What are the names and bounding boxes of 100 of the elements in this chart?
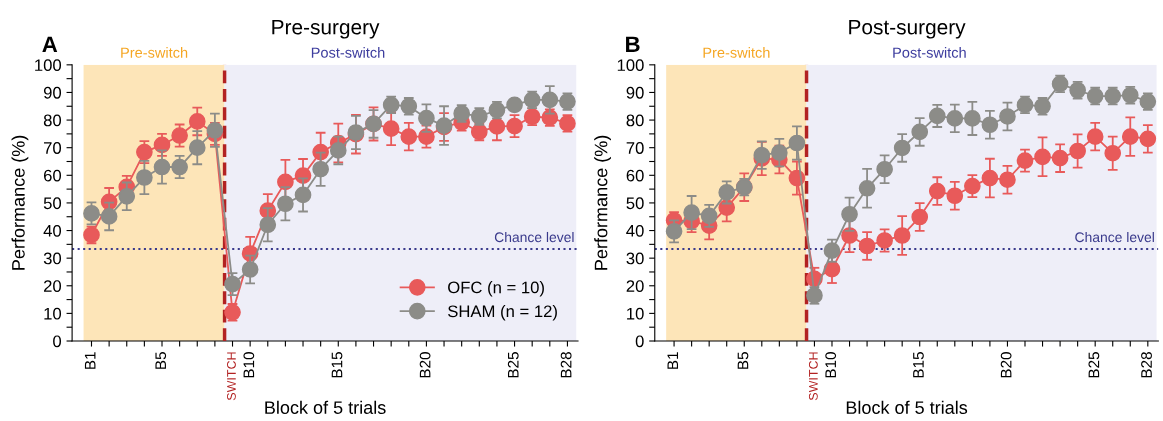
- point: [83, 205, 100, 222]
- x-tick-label: B10: [825, 352, 837, 378]
- point: [876, 160, 893, 178]
- point: [683, 204, 700, 221]
- x-tick-label: B5: [155, 352, 167, 369]
- x-tick-label: B15: [913, 352, 924, 378]
- x-tick-label: B28: [1141, 352, 1152, 378]
- y-tick-label: 10: [44, 307, 62, 320]
- point: [541, 91, 559, 109]
- point: [911, 123, 929, 141]
- point: [718, 199, 736, 216]
- point: [858, 179, 876, 197]
- point: [153, 136, 171, 154]
- point: [312, 160, 329, 178]
- y-tick-label: 80: [626, 114, 644, 127]
- point: [700, 207, 718, 225]
- point: [964, 177, 981, 195]
- y-tick-label: 60: [626, 169, 644, 182]
- point: [893, 227, 911, 244]
- point: [100, 208, 118, 225]
- point: [911, 208, 929, 226]
- x-tick-label: B15: [331, 352, 343, 378]
- point: [1034, 148, 1051, 166]
- x-tick-label: SWITCH: [808, 352, 818, 401]
- y-tick-label: 80: [43, 114, 62, 127]
- y-tick-label: 30: [43, 252, 62, 265]
- point: [188, 113, 206, 130]
- point: [188, 139, 206, 157]
- point: [771, 144, 788, 161]
- x-tick-label: B1: [667, 352, 679, 369]
- legend-label: SHAM (n = 12): [448, 304, 557, 321]
- point: [999, 171, 1016, 189]
- point: [1086, 128, 1104, 145]
- ref-line-label: Chance level: [494, 231, 574, 243]
- x-tick-label: SWITCH: [227, 352, 236, 401]
- point: [999, 108, 1016, 125]
- point: [893, 139, 911, 157]
- point: [946, 110, 964, 127]
- point: [1104, 144, 1122, 162]
- ref-line-label: Chance level: [1075, 231, 1154, 243]
- x-tick-label: B10: [243, 352, 255, 378]
- point: [171, 127, 188, 144]
- point: [1139, 130, 1157, 148]
- point: [665, 223, 683, 240]
- y-tick-label: 50: [43, 197, 62, 210]
- x-axis-title: Block of 5 trials: [265, 400, 386, 414]
- point: [153, 158, 171, 176]
- point: [1121, 128, 1139, 145]
- point: [488, 118, 506, 135]
- x-tick-label: B25: [1088, 352, 1100, 378]
- y-tick-label: 20: [43, 280, 62, 292]
- y-tick-label: 60: [44, 169, 62, 182]
- y-tick-label: 70: [626, 142, 644, 154]
- y-tick-label: 100: [35, 59, 62, 72]
- x-tick-label: B20: [419, 352, 431, 378]
- point: [788, 134, 806, 152]
- point: [400, 128, 418, 145]
- y-axis-title: Performance (%): [594, 135, 611, 270]
- band-label: Post-switch: [893, 47, 966, 58]
- point: [329, 142, 347, 159]
- y-tick-label: 0: [635, 335, 644, 348]
- x-tick-label: B20: [1000, 352, 1012, 378]
- point: [946, 187, 964, 205]
- y-tick-label: 40: [626, 224, 644, 237]
- band-label: Post-switch: [311, 47, 385, 58]
- band-label: Pre-switch: [121, 47, 188, 58]
- point: [964, 110, 981, 127]
- y-tick-label: 70: [44, 142, 62, 154]
- point: [1069, 142, 1086, 160]
- point: [858, 237, 876, 255]
- y-axis-title: Performance (%): [11, 135, 29, 270]
- chart-title: Pre-surgery: [272, 19, 380, 39]
- point: [841, 205, 858, 223]
- y-tick-label: 90: [43, 86, 62, 99]
- x-axis-title: Block of 5 trials: [846, 400, 968, 414]
- point: [294, 186, 312, 204]
- y-tick-label: 10: [627, 307, 644, 320]
- point: [1016, 152, 1034, 170]
- point: [823, 242, 841, 260]
- point: [224, 275, 241, 293]
- point: [136, 169, 153, 186]
- point: [241, 261, 259, 278]
- y-tick-label: 100: [617, 59, 644, 72]
- y-tick-label: 30: [626, 252, 644, 265]
- point: [259, 216, 277, 234]
- x-tick-label: B28: [560, 352, 572, 378]
- point: [876, 232, 893, 249]
- y-tick-label: 20: [626, 280, 644, 292]
- x-tick-label: B1: [84, 352, 96, 369]
- point: [506, 96, 523, 114]
- x-tick-label: B5: [737, 352, 749, 369]
- point: [753, 146, 771, 164]
- legend-label: OFC (n = 10): [448, 281, 544, 297]
- point: [981, 169, 999, 187]
- point: [928, 107, 946, 125]
- y-tick-label: 40: [43, 224, 62, 237]
- band-label: Pre-switch: [703, 47, 770, 58]
- point: [382, 120, 400, 137]
- y-tick-label: 0: [53, 335, 62, 348]
- y-tick-label: 90: [626, 86, 644, 99]
